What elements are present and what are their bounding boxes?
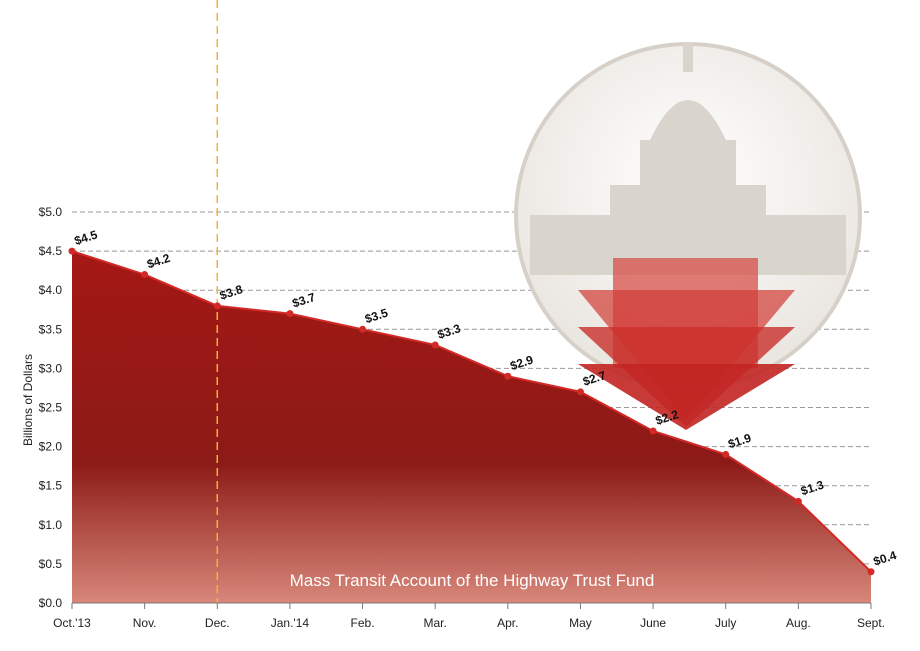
data-point: [794, 497, 802, 505]
series-line: [71, 250, 872, 573]
x-tick-label: Apr.: [497, 616, 518, 630]
x-tick-label: May: [569, 616, 592, 630]
data-label: $3.7: [291, 290, 318, 311]
y-tick-label: $3.5: [39, 322, 63, 336]
data-point: [504, 372, 512, 380]
data-point: [722, 450, 730, 458]
x-tick-label: Aug.: [786, 616, 811, 630]
data-point: [649, 427, 657, 435]
y-tick-label: $4.5: [39, 244, 63, 258]
x-tick-label: Nov.: [133, 616, 157, 630]
y-tick-label: $5.0: [39, 205, 63, 219]
x-tick-label: June: [640, 616, 666, 630]
area-fill: [72, 251, 871, 603]
x-tick-label: July: [715, 616, 736, 630]
y-tick-label: $1.0: [39, 518, 63, 532]
data-label: $3.8: [218, 282, 245, 303]
y-tick-label: $3.0: [39, 361, 63, 375]
chart-annotation: Mass Transit Account of the Highway Trus…: [290, 571, 655, 590]
data-point: [286, 310, 294, 318]
y-tick-label: $1.5: [39, 479, 63, 493]
capitol-illustration: [514, 42, 862, 430]
data-point: [431, 341, 439, 349]
x-tick-label: Feb.: [351, 616, 375, 630]
data-label: $2.7: [581, 368, 608, 389]
x-tick-label: Oct.'13: [53, 616, 91, 630]
y-tick-label: $0.0: [39, 596, 63, 610]
data-label: $3.5: [363, 306, 390, 327]
data-point: [141, 271, 149, 279]
data-label: $1.9: [726, 431, 753, 452]
data-label: $1.3: [799, 478, 826, 499]
data-label: $4.5: [73, 227, 100, 248]
down-arrow-icon: [578, 258, 795, 430]
y-tick-label: $2.5: [39, 401, 63, 415]
data-point: [213, 302, 221, 310]
data-label: $3.3: [436, 321, 463, 342]
data-label: $2.9: [508, 352, 535, 373]
data-label: $2.2: [654, 407, 681, 428]
data-label: $0.4: [872, 548, 899, 569]
y-axis-label: Billions of Dollars: [21, 354, 35, 446]
x-tick-label: Dec.: [205, 616, 230, 630]
x-tick-label: Jan.'14: [271, 616, 310, 630]
data-label: $4.2: [145, 251, 172, 272]
y-tick-label: $0.5: [39, 557, 63, 571]
y-tick-label: $4.0: [39, 283, 63, 297]
x-tick-label: Mar.: [424, 616, 447, 630]
data-point: [68, 247, 76, 255]
data-point: [867, 568, 875, 576]
data-point: [359, 325, 367, 333]
x-tick-label: Sept.: [857, 616, 885, 630]
data-point: [576, 388, 584, 396]
y-tick-label: $2.0: [39, 440, 63, 454]
